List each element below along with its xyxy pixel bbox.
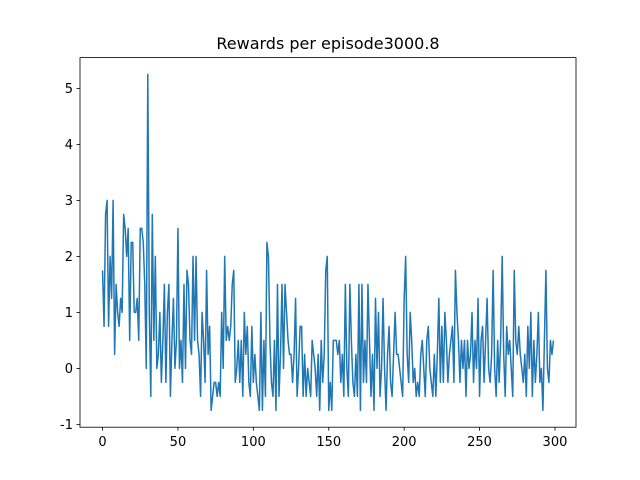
y-tick-label: 2 [65, 250, 73, 265]
y-tick-label: 4 [65, 138, 73, 153]
x-tick-label: 200 [392, 435, 417, 450]
y-tick-label: 1 [65, 306, 73, 321]
y-tick-label: -1 [60, 418, 73, 433]
y-tick-label: 3 [65, 194, 73, 209]
x-tick-label: 100 [241, 435, 266, 450]
x-tick-label: 0 [98, 435, 106, 450]
x-tick-label: 250 [467, 435, 492, 450]
x-tick-label: 150 [316, 435, 341, 450]
x-tick-label: 300 [543, 435, 568, 450]
y-tick-label: 5 [65, 82, 73, 97]
plot-frame [79, 57, 577, 428]
chart-title: Rewards per episode3000.8 [216, 34, 439, 53]
line-series [101, 73, 555, 412]
x-tick-label: 50 [170, 435, 187, 450]
y-tick-label: 0 [65, 362, 73, 377]
